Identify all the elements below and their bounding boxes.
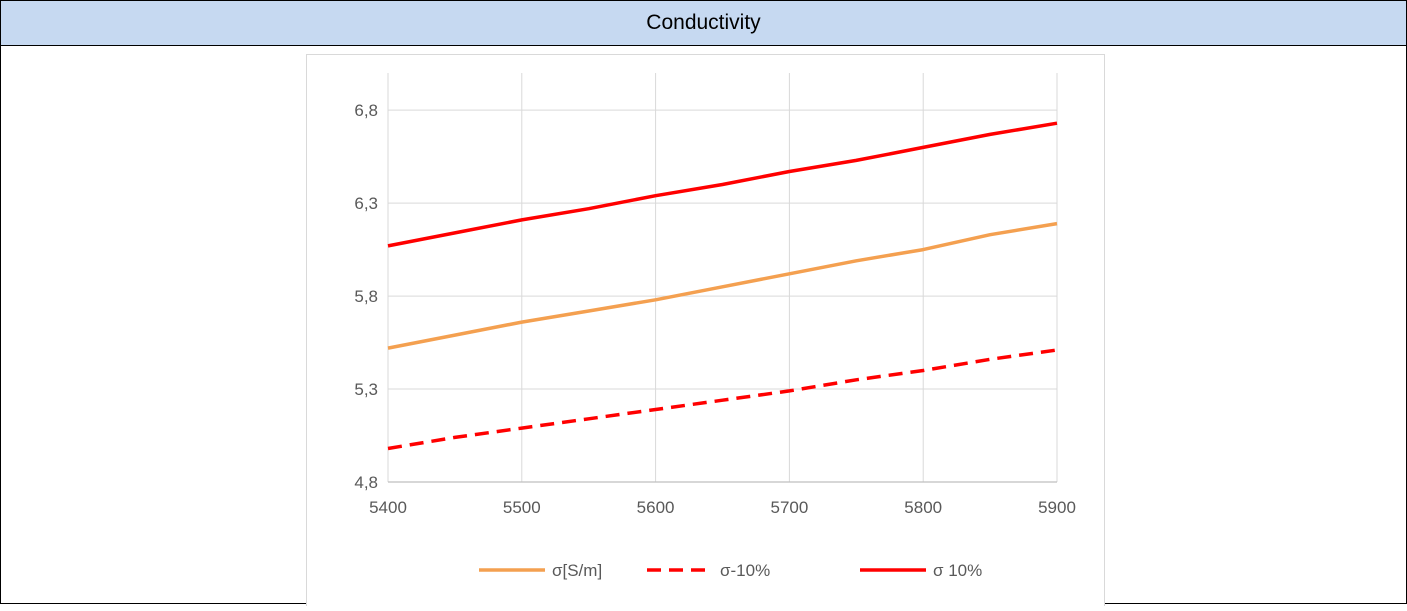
y-tick-label: 4,8 (354, 473, 378, 492)
x-tick-label: 5700 (770, 498, 808, 517)
x-tick-label: 5400 (369, 498, 407, 517)
series-line-2 (387, 121, 1058, 248)
y-tick-label: 5,3 (354, 380, 378, 399)
y-tick-label: 5,8 (354, 287, 378, 306)
x-tick-label: 5900 (1038, 498, 1076, 517)
x-tick-label: 5800 (904, 498, 942, 517)
legend-label-1: σ-10% (720, 561, 770, 580)
series-line-0 (387, 221, 1058, 350)
gridlines (387, 73, 1058, 482)
y-tick-label: 6,3 (354, 194, 378, 213)
axes: 4,8 5,3 5,8 6,3 6,8 5400 5500 5600 5700 5800 5900 (354, 101, 1076, 517)
series-lines (387, 121, 1058, 451)
x-tick-label: 5500 (503, 498, 541, 517)
chart-area: 4,8 5,3 5,8 6,3 6,8 5400 5500 5600 5700 5800 5900 … (306, 54, 1105, 606)
legend-label-2: σ 10% (933, 561, 982, 580)
legend: σ[S/m] σ-10% σ 10% (479, 561, 982, 580)
section-title: Conductivity (646, 11, 761, 34)
series-line-1 (387, 348, 1058, 451)
section-header: Conductivity (1, 1, 1406, 46)
y-tick-label: 6,8 (354, 101, 378, 120)
legend-label-0: σ[S/m] (552, 561, 602, 580)
x-tick-label: 5600 (637, 498, 675, 517)
